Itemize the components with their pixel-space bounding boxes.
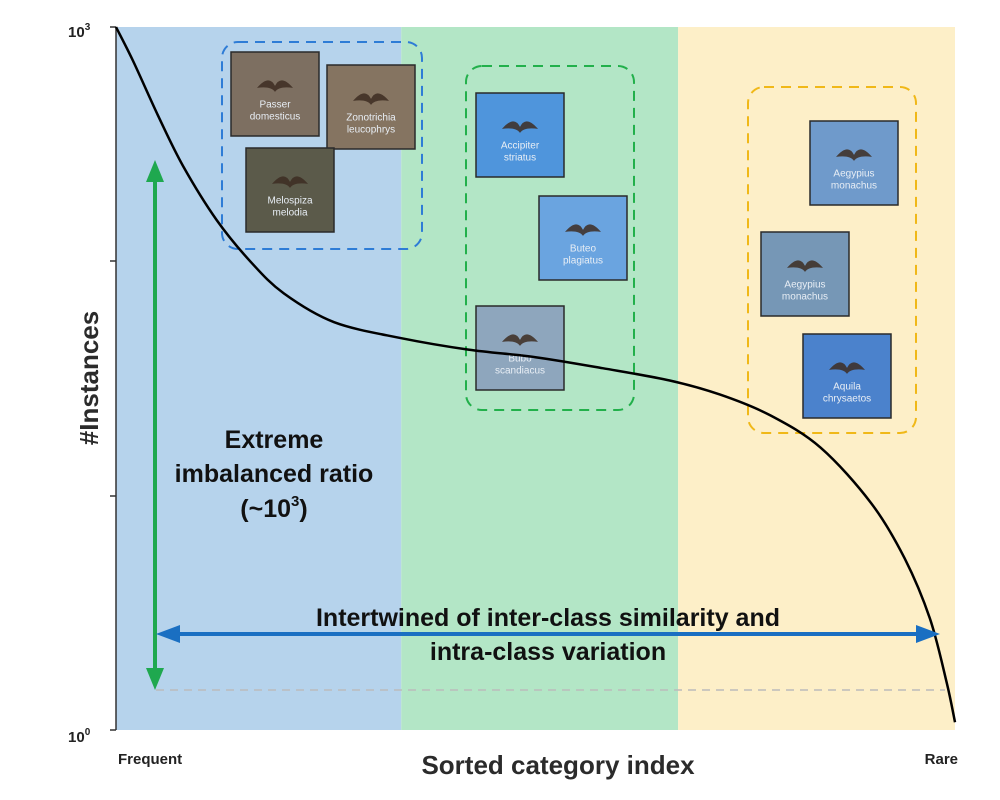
- bird-species-label: melodia: [272, 207, 307, 218]
- imbalance-arrow: [146, 160, 164, 690]
- bird-species-label: Aegypius: [833, 168, 874, 179]
- imbalance-ratio-base: 10: [263, 495, 291, 523]
- bird-icon: [257, 80, 293, 92]
- bird-species-label: striatus: [504, 152, 536, 163]
- bird-icon: [353, 93, 389, 105]
- y-tick-bottom-exp: 0: [85, 727, 91, 738]
- y-axis-ticks: [110, 26, 116, 731]
- y-tick-bottom-base: 10: [68, 729, 85, 746]
- bird-species-label: chrysaetos: [823, 393, 871, 404]
- bird-species-label: Zonotrichia: [346, 112, 396, 123]
- imbalance-label-line1: Extreme: [225, 426, 324, 454]
- bird-icon: [272, 176, 308, 188]
- y-tick-label-top: 103: [68, 22, 91, 41]
- variation-label-line2: intra-class variation: [430, 638, 666, 666]
- variation-label-line1: Intertwined of inter-class similarity an…: [316, 604, 780, 632]
- bird-species-label: Buteo: [570, 243, 597, 254]
- bird-species-label: monachus: [831, 180, 877, 191]
- group-border: [221, 41, 423, 250]
- x-tick-label-rare: Rare: [925, 751, 958, 768]
- bird-species-label: monachus: [782, 291, 828, 302]
- imbalance-label-line2: imbalanced ratio: [175, 460, 374, 488]
- bird-icon: [836, 149, 872, 161]
- bird-species-label: plagiatus: [563, 255, 603, 266]
- group-border: [747, 86, 917, 434]
- imbalance-ratio-suffix: ): [299, 495, 307, 523]
- y-tick-label-bottom: 100: [68, 727, 91, 746]
- variation-arrow: [156, 625, 940, 643]
- bird-species-label: Melospiza: [267, 195, 312, 206]
- imbalance-ratio-prefix: (~: [240, 495, 263, 523]
- bird-species-label: domesticus: [250, 111, 301, 122]
- bird-species-label: scandiacus: [495, 365, 545, 376]
- instance-count-curve: [114, 26, 957, 723]
- imbalance-ratio-exp: 3: [291, 493, 299, 510]
- x-tick-label-frequent: Frequent: [118, 751, 182, 768]
- group-border: [465, 65, 635, 411]
- bird-icon: [787, 260, 823, 272]
- y-axis-title: #Instances: [74, 311, 104, 445]
- bird-icon: [502, 121, 538, 133]
- bird-icon: [502, 334, 538, 346]
- imbalance-ratio-label: (~103): [240, 493, 307, 523]
- bird-icon: [829, 362, 865, 374]
- bird-species-label: Aegypius: [784, 279, 825, 290]
- bird-species-label: Passer: [259, 99, 291, 110]
- y-tick-top-base: 10: [68, 24, 85, 41]
- bird-species-label: leucophrys: [347, 124, 395, 135]
- bird-species-label: Aquila: [833, 381, 861, 392]
- y-tick-top-exp: 3: [85, 22, 91, 33]
- group-2: AegypiusmonachusAegypiusmonachusAquilach…: [747, 86, 917, 434]
- bird-species-label: Accipiter: [501, 140, 540, 151]
- bird-icon: [565, 224, 601, 236]
- x-axis-title: Sorted category index: [421, 750, 695, 780]
- bird-species-label: Bubo: [508, 353, 532, 364]
